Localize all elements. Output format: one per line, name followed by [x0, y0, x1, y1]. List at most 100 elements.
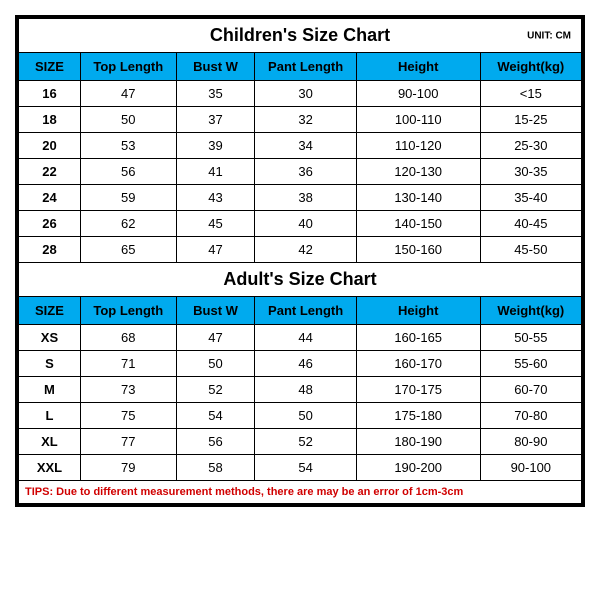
size-cell: 24	[19, 185, 81, 211]
value-cell: 32	[255, 107, 356, 133]
value-cell: 43	[176, 185, 255, 211]
value-cell: 45	[176, 211, 255, 237]
value-cell: 52	[176, 377, 255, 403]
col-top-length: Top Length	[80, 53, 176, 81]
table-row: 18503732100-11015-25	[19, 107, 582, 133]
col-height: Height	[356, 53, 480, 81]
size-cell: S	[19, 351, 81, 377]
table-row: 28654742150-16045-50	[19, 237, 582, 263]
value-cell: 42	[255, 237, 356, 263]
col-bust: Bust W	[176, 53, 255, 81]
size-chart-table: Children's Size Chart UNIT: CM SIZE Top …	[18, 18, 582, 504]
table-row: XXL795854190-20090-100	[19, 455, 582, 481]
value-cell: 130-140	[356, 185, 480, 211]
value-cell: 35	[176, 81, 255, 107]
value-cell: 54	[176, 403, 255, 429]
value-cell: 48	[255, 377, 356, 403]
value-cell: 75	[80, 403, 176, 429]
children-header-row: SIZE Top Length Bust W Pant Length Heigh…	[19, 53, 582, 81]
adult-title: Adult's Size Chart	[223, 269, 376, 289]
value-cell: 50	[255, 403, 356, 429]
size-cell: 26	[19, 211, 81, 237]
col-bust: Bust W	[176, 297, 255, 325]
value-cell: 50	[80, 107, 176, 133]
value-cell: 46	[255, 351, 356, 377]
value-cell: 90-100	[356, 81, 480, 107]
value-cell: 39	[176, 133, 255, 159]
size-cell: L	[19, 403, 81, 429]
size-cell: M	[19, 377, 81, 403]
value-cell: 58	[176, 455, 255, 481]
value-cell: 53	[80, 133, 176, 159]
value-cell: 45-50	[480, 237, 581, 263]
value-cell: 150-160	[356, 237, 480, 263]
value-cell: 110-120	[356, 133, 480, 159]
value-cell: 15-25	[480, 107, 581, 133]
col-height: Height	[356, 297, 480, 325]
size-cell: 18	[19, 107, 81, 133]
value-cell: 30	[255, 81, 356, 107]
table-row: 24594338130-14035-40	[19, 185, 582, 211]
size-chart-container: Children's Size Chart UNIT: CM SIZE Top …	[15, 15, 585, 507]
col-size: SIZE	[19, 297, 81, 325]
value-cell: 190-200	[356, 455, 480, 481]
value-cell: 50-55	[480, 325, 581, 351]
adult-header-row: SIZE Top Length Bust W Pant Length Heigh…	[19, 297, 582, 325]
children-title: Children's Size Chart	[210, 25, 390, 45]
col-pant: Pant Length	[255, 297, 356, 325]
value-cell: 36	[255, 159, 356, 185]
size-cell: XXL	[19, 455, 81, 481]
value-cell: 71	[80, 351, 176, 377]
value-cell: 140-150	[356, 211, 480, 237]
value-cell: 30-35	[480, 159, 581, 185]
size-cell: 28	[19, 237, 81, 263]
table-row: L755450175-18070-80	[19, 403, 582, 429]
adult-title-row: Adult's Size Chart	[19, 263, 582, 297]
value-cell: 35-40	[480, 185, 581, 211]
value-cell: 56	[80, 159, 176, 185]
size-cell: XL	[19, 429, 81, 455]
value-cell: 59	[80, 185, 176, 211]
value-cell: 170-175	[356, 377, 480, 403]
value-cell: 56	[176, 429, 255, 455]
unit-label-top: UNIT: CM	[527, 30, 571, 41]
tips-row: TIPS: Due to different measurement metho…	[19, 481, 582, 504]
table-row: XL775652180-19080-90	[19, 429, 582, 455]
value-cell: 120-130	[356, 159, 480, 185]
col-weight: Weight(kg)	[480, 297, 581, 325]
value-cell: 50	[176, 351, 255, 377]
size-cell: 16	[19, 81, 81, 107]
value-cell: 47	[176, 237, 255, 263]
value-cell: 41	[176, 159, 255, 185]
table-row: XS684744160-16550-55	[19, 325, 582, 351]
value-cell: 37	[176, 107, 255, 133]
value-cell: 52	[255, 429, 356, 455]
value-cell: 44	[255, 325, 356, 351]
value-cell: 62	[80, 211, 176, 237]
value-cell: 68	[80, 325, 176, 351]
value-cell: <15	[480, 81, 581, 107]
table-row: M735248170-17560-70	[19, 377, 582, 403]
value-cell: 38	[255, 185, 356, 211]
size-cell: XS	[19, 325, 81, 351]
value-cell: 55-60	[480, 351, 581, 377]
value-cell: 65	[80, 237, 176, 263]
value-cell: 160-165	[356, 325, 480, 351]
value-cell: 25-30	[480, 133, 581, 159]
size-cell: 22	[19, 159, 81, 185]
table-row: 1647353090-100<15	[19, 81, 582, 107]
col-weight: Weight(kg)	[480, 53, 581, 81]
col-pant: Pant Length	[255, 53, 356, 81]
value-cell: 73	[80, 377, 176, 403]
value-cell: 77	[80, 429, 176, 455]
value-cell: 60-70	[480, 377, 581, 403]
value-cell: 40	[255, 211, 356, 237]
table-row: 22564136120-13030-35	[19, 159, 582, 185]
value-cell: 90-100	[480, 455, 581, 481]
table-row: 26624540140-15040-45	[19, 211, 582, 237]
value-cell: 47	[80, 81, 176, 107]
tips-text: TIPS: Due to different measurement metho…	[19, 481, 582, 504]
value-cell: 34	[255, 133, 356, 159]
value-cell: 180-190	[356, 429, 480, 455]
value-cell: 40-45	[480, 211, 581, 237]
